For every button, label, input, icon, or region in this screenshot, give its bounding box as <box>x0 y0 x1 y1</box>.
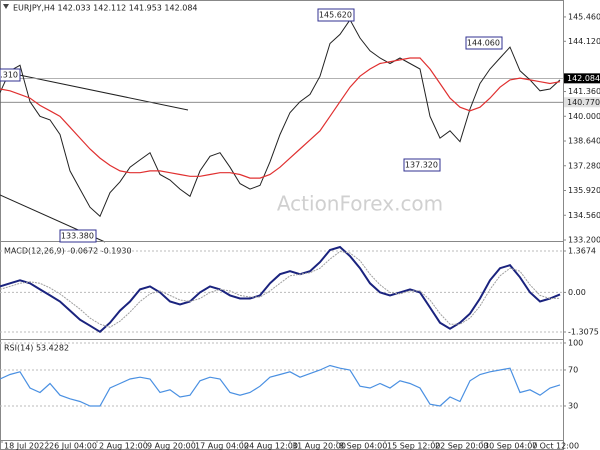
panel-title: MACD(12,26,9) -0.0672 -0.1930 <box>4 247 132 256</box>
x-tick-label: 30 Sep 04:00 <box>484 442 537 450</box>
y-tick-label: 138.640 <box>568 137 600 146</box>
series-line <box>0 57 561 179</box>
annotation: 145.620 <box>319 11 352 20</box>
x-tick-label: 17 Aug 04:00 <box>195 442 249 450</box>
annotation-box <box>317 8 355 22</box>
annotation-box <box>59 229 97 243</box>
series-line <box>0 245 561 334</box>
annotation-box <box>0 68 21 82</box>
annotation: .310 <box>0 71 18 80</box>
x-tick-label: 18 Jul 2022 <box>4 442 49 450</box>
series-line <box>0 18 561 218</box>
annotation: 133.380 <box>61 232 94 241</box>
frame <box>0 0 564 450</box>
y-tick-label: 137.280 <box>568 161 600 170</box>
x-tick-label: 2 Aug 12:00 <box>99 442 148 450</box>
series-line <box>0 364 561 407</box>
annotation: 144.060 <box>467 39 500 48</box>
y-tick-label: -1.3075 <box>568 328 599 337</box>
y-tick-label: 144.120 <box>568 37 600 46</box>
y-tick-label: 141.360 <box>568 87 600 96</box>
trend-line <box>0 70 189 111</box>
panel-title: RSI(14) 53.4282 <box>4 344 69 353</box>
x-tick-label: 8 Sep 04:00 <box>339 442 387 450</box>
x-tick-label: 22 Sep 20:00 <box>435 442 488 450</box>
annotation-box <box>403 158 441 172</box>
x-tick-label: 26 Jul 04:00 <box>49 442 97 450</box>
series-line <box>0 250 561 328</box>
y-tick-label: 0.00 <box>568 288 586 297</box>
panel-title: EURJPY,H4 142.033 142.112 141.953 142.08… <box>13 4 198 13</box>
x-tick-label: 7 Oct 12:00 <box>532 442 579 450</box>
price-label: 142.084 <box>567 74 600 83</box>
x-tick-label: 31 Aug 20:00 <box>292 442 346 450</box>
x-tick-label: 15 Sep 12:00 <box>387 442 440 450</box>
annotation: 137.320 <box>405 161 438 170</box>
y-tick-label: 140.000 <box>568 112 600 121</box>
y-tick-label: 133.200 <box>568 236 600 245</box>
x-tick-label: 9 Aug 20:00 <box>147 442 196 450</box>
watermark: ActionForex.com <box>277 192 443 216</box>
y-tick-label: 145.460 <box>568 12 600 21</box>
annotation-box <box>465 36 503 50</box>
price-box <box>564 73 600 84</box>
price-label: 140.770 <box>567 98 600 107</box>
y-tick-label: 1.3674 <box>568 247 596 256</box>
x-tick-label: 24 Aug 12:00 <box>244 442 298 450</box>
menu-icon <box>3 4 9 9</box>
y-tick-label: 30 <box>568 401 578 410</box>
y-tick-label: 70 <box>568 365 578 374</box>
y-tick-label: 134.560 <box>568 211 600 220</box>
y-tick-label: 135.920 <box>568 186 600 195</box>
price-box <box>564 97 600 108</box>
y-tick-label: 100 <box>568 338 583 347</box>
